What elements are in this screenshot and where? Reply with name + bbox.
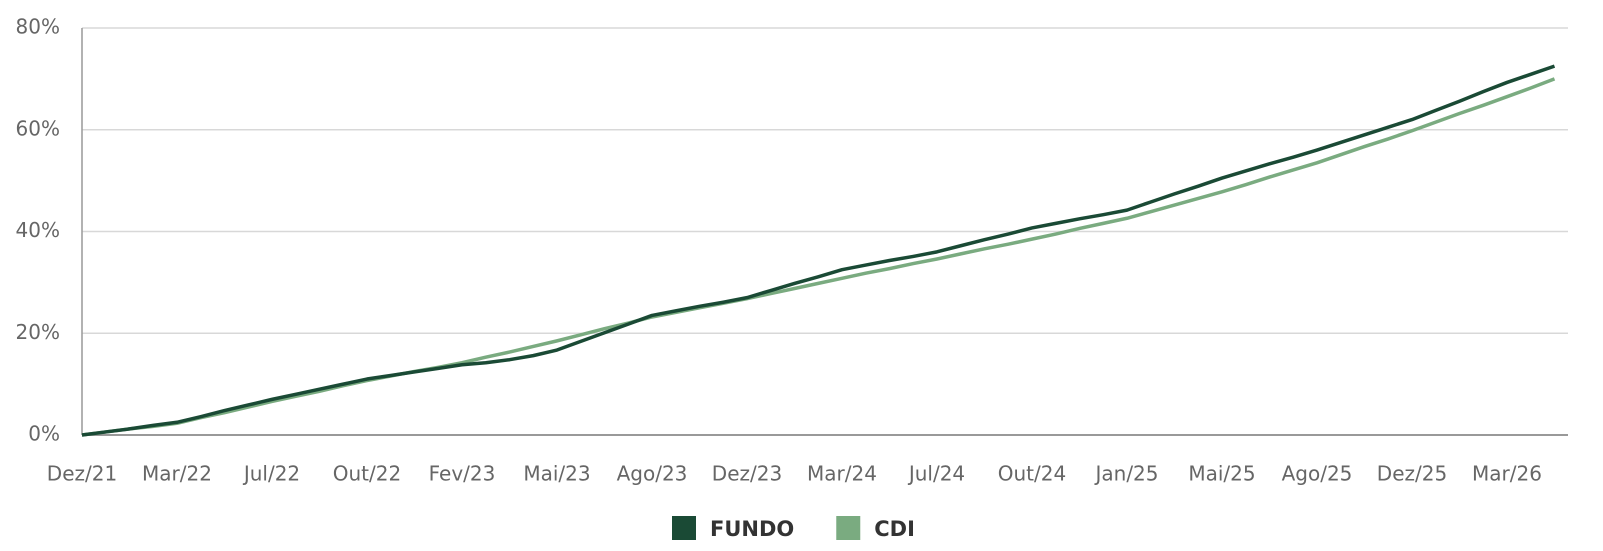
x-tick-label: Dez/25 — [1377, 462, 1447, 486]
x-tick-label: Dez/23 — [712, 462, 782, 486]
x-tick-label: Out/22 — [333, 462, 401, 486]
y-tick-label: 80% — [16, 15, 60, 39]
legend-swatch — [672, 516, 696, 540]
x-tick-label: Ago/25 — [1282, 462, 1353, 486]
x-tick-label: Jul/22 — [242, 462, 300, 486]
x-tick-label: Ago/23 — [617, 462, 688, 486]
x-tick-label: Fev/23 — [429, 462, 496, 486]
x-tick-label: Jul/24 — [907, 462, 965, 486]
x-tick-label: Mar/24 — [807, 462, 877, 486]
legend-swatch — [836, 516, 861, 540]
line-series — [81, 64, 1556, 437]
x-tick-label: Mai/25 — [1188, 462, 1255, 486]
line-series — [81, 77, 1556, 437]
legend-label: FUNDO — [710, 517, 794, 541]
y-tick-label: 0% — [28, 422, 60, 446]
y-tick-label: 40% — [16, 218, 60, 242]
y-tick-label: 60% — [16, 116, 60, 140]
x-tick-label: Dez/21 — [47, 462, 117, 486]
legend-label: CDI — [874, 517, 915, 541]
x-tick-label: Mai/23 — [523, 462, 590, 486]
x-tick-label: Out/24 — [998, 462, 1066, 486]
x-tick-label: Mar/22 — [142, 462, 212, 486]
x-tick-label: Jan/25 — [1093, 462, 1158, 486]
x-tick-label: Mar/26 — [1472, 462, 1542, 486]
y-tick-label: 20% — [16, 320, 60, 344]
